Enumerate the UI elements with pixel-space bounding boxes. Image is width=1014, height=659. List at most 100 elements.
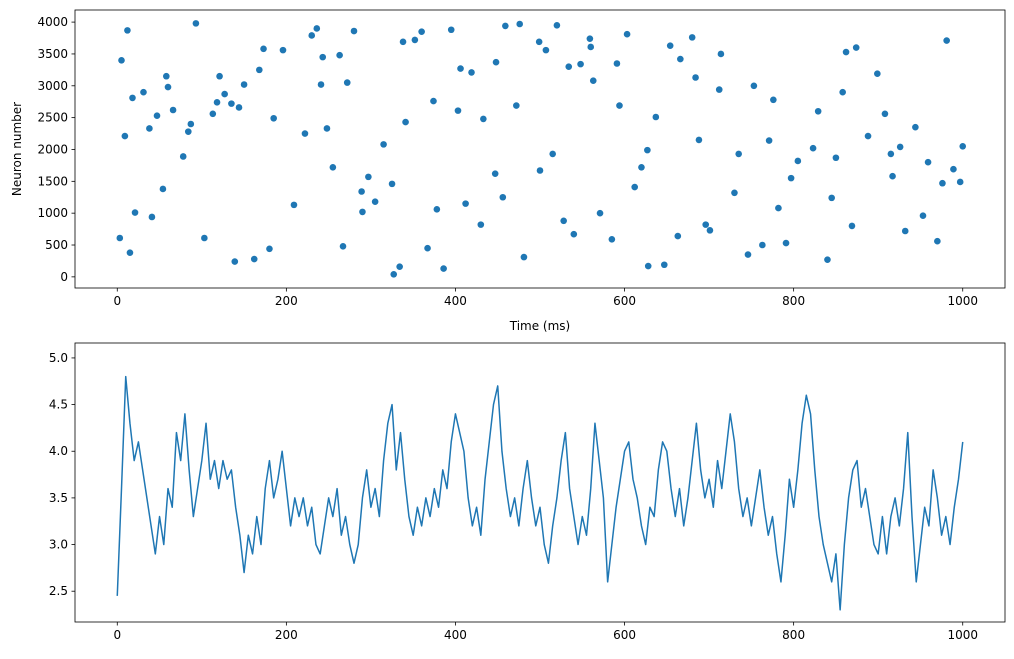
spike [735, 150, 742, 158]
spike [674, 232, 682, 240]
spike [516, 20, 524, 28]
spike [491, 170, 499, 177]
y-tick-label: 1000 [37, 206, 68, 220]
spike [912, 123, 919, 131]
spike [359, 208, 366, 216]
spike [644, 262, 652, 270]
spike [399, 38, 407, 46]
spike [750, 82, 758, 90]
spike [148, 213, 156, 221]
spike [396, 263, 403, 270]
spike [775, 204, 782, 212]
spike [660, 261, 668, 269]
spike [782, 239, 790, 247]
spike [638, 164, 645, 171]
spike [520, 253, 528, 261]
spike [839, 88, 846, 96]
spike [631, 183, 638, 191]
spike [192, 20, 200, 27]
axes: 0 200 400 600 800 1000 0 500 1000 1500 2000 2500 300… [10, 9, 1006, 333]
spike [163, 72, 170, 80]
spike [462, 200, 469, 207]
spike [231, 258, 239, 265]
spike [402, 118, 409, 126]
spike [889, 172, 896, 180]
spike [388, 180, 396, 188]
spike [371, 198, 379, 206]
y-tick-label: 2500 [37, 111, 68, 125]
spike [542, 46, 550, 54]
spike [256, 66, 263, 74]
spike [924, 158, 932, 166]
spike [644, 146, 651, 154]
spike [411, 36, 419, 44]
spike [934, 237, 941, 245]
spike [319, 53, 327, 61]
spike [430, 97, 437, 105]
spike [266, 245, 273, 253]
y-tick-label: 4.5 [49, 398, 68, 412]
spike [221, 90, 228, 98]
plot-area [116, 375, 964, 611]
spike [201, 234, 208, 242]
spike [688, 34, 696, 41]
spike [560, 217, 567, 225]
spike [613, 60, 621, 67]
spike [666, 42, 674, 49]
spike [943, 37, 950, 44]
spike [765, 137, 773, 144]
spike [702, 221, 710, 228]
spike [164, 83, 172, 91]
spike [717, 50, 725, 58]
spike [536, 167, 544, 174]
spike [499, 193, 507, 201]
spike [832, 154, 840, 162]
spike [179, 153, 187, 160]
spike [706, 227, 714, 234]
y-tick-label: 5.0 [49, 351, 68, 365]
spike [852, 44, 860, 51]
spike [336, 51, 343, 59]
spike [901, 227, 909, 235]
spike [213, 99, 221, 106]
axes-frame [74, 9, 1006, 289]
x-tick-label: 600 [613, 628, 636, 642]
spike [553, 21, 561, 29]
spike [424, 244, 431, 252]
spike [677, 55, 684, 63]
spike [447, 26, 455, 34]
spike [587, 43, 595, 51]
spike [586, 35, 594, 42]
y-tick-label: 3.0 [49, 538, 68, 552]
spike [468, 69, 475, 76]
spike [454, 107, 462, 114]
spike [159, 185, 167, 193]
y-tick-label: 4000 [37, 15, 68, 29]
spike [124, 27, 131, 34]
x-tick-label: 400 [444, 628, 467, 642]
spike [339, 242, 347, 250]
spike [887, 150, 895, 158]
spike [828, 194, 835, 202]
spike [228, 100, 235, 107]
spike [608, 235, 616, 243]
spike [440, 265, 447, 272]
spike [874, 70, 881, 77]
spike [380, 141, 387, 148]
spike [919, 212, 927, 220]
spike [279, 46, 287, 54]
trace [116, 375, 964, 611]
spike [695, 136, 703, 144]
spike [787, 174, 795, 182]
spike [301, 130, 309, 137]
spike [235, 104, 243, 111]
spike [240, 81, 248, 88]
spike [480, 115, 487, 123]
spike [535, 38, 543, 46]
spike [118, 57, 125, 64]
x-tick-label: 400 [444, 294, 467, 308]
spike [939, 179, 946, 187]
spike [770, 96, 777, 104]
